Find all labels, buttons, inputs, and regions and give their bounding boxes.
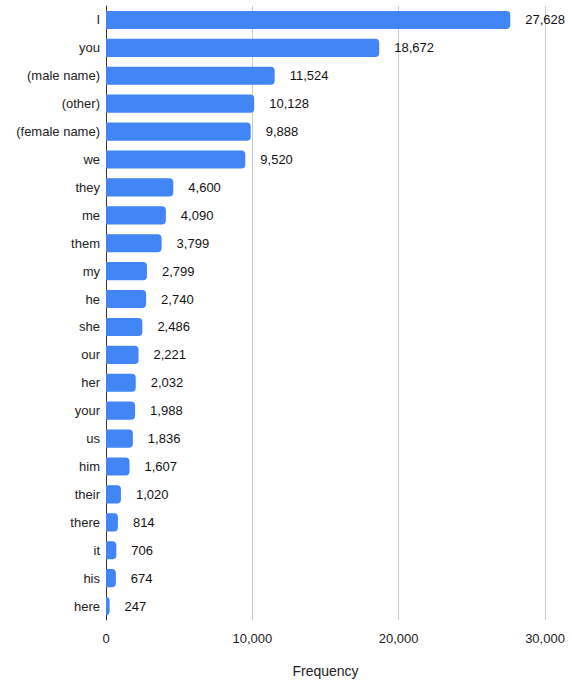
svg-text:2,486: 2,486 bbox=[157, 319, 190, 334]
svg-text:her: her bbox=[81, 375, 100, 390]
svg-text:there: there bbox=[70, 515, 100, 530]
svg-text:his: his bbox=[83, 571, 100, 586]
svg-text:9,520: 9,520 bbox=[260, 152, 293, 167]
svg-text:10,128: 10,128 bbox=[269, 96, 309, 111]
svg-text:674: 674 bbox=[131, 571, 153, 586]
svg-text:814: 814 bbox=[133, 515, 155, 530]
svg-text:their: their bbox=[75, 487, 101, 502]
svg-text:we: we bbox=[82, 152, 100, 167]
svg-text:27,628: 27,628 bbox=[525, 12, 565, 27]
svg-text:them: them bbox=[71, 236, 100, 251]
svg-text:him: him bbox=[79, 459, 100, 474]
svg-text:1,020: 1,020 bbox=[136, 487, 169, 502]
svg-text:it: it bbox=[94, 543, 101, 558]
svg-text:9,888: 9,888 bbox=[266, 124, 299, 139]
svg-text:1,988: 1,988 bbox=[150, 403, 183, 418]
svg-text:1,607: 1,607 bbox=[145, 459, 178, 474]
svg-text:20,000: 20,000 bbox=[379, 631, 419, 646]
svg-text:I: I bbox=[96, 12, 100, 27]
svg-text:she: she bbox=[79, 319, 100, 334]
svg-text:0: 0 bbox=[102, 631, 109, 646]
svg-text:your: your bbox=[75, 403, 101, 418]
svg-text:30,000: 30,000 bbox=[525, 631, 565, 646]
svg-text:me: me bbox=[82, 208, 100, 223]
svg-text:10,000: 10,000 bbox=[232, 631, 272, 646]
svg-text:us: us bbox=[86, 431, 100, 446]
svg-text:2,221: 2,221 bbox=[154, 347, 187, 362]
svg-text:706: 706 bbox=[131, 543, 153, 558]
svg-text:our: our bbox=[81, 347, 100, 362]
svg-text:here: here bbox=[74, 599, 100, 614]
svg-text:11,524: 11,524 bbox=[290, 68, 329, 83]
svg-text:2,032: 2,032 bbox=[151, 375, 184, 390]
svg-text:4,090: 4,090 bbox=[181, 208, 214, 223]
svg-text:(female name): (female name) bbox=[16, 124, 100, 139]
svg-text:my: my bbox=[83, 264, 101, 279]
svg-text:2,740: 2,740 bbox=[161, 292, 194, 307]
svg-text:3,799: 3,799 bbox=[177, 236, 210, 251]
svg-text:247: 247 bbox=[125, 599, 147, 614]
svg-text:they: they bbox=[75, 180, 100, 195]
svg-text:4,600: 4,600 bbox=[188, 180, 221, 195]
svg-text:Frequency: Frequency bbox=[292, 663, 358, 679]
svg-text:he: he bbox=[86, 292, 100, 307]
svg-text:1,836: 1,836 bbox=[148, 431, 181, 446]
svg-text:(male name): (male name) bbox=[27, 68, 100, 83]
svg-text:(other): (other) bbox=[62, 96, 100, 111]
svg-text:18,672: 18,672 bbox=[394, 40, 434, 55]
svg-text:you: you bbox=[79, 40, 100, 55]
svg-text:2,799: 2,799 bbox=[162, 264, 195, 279]
